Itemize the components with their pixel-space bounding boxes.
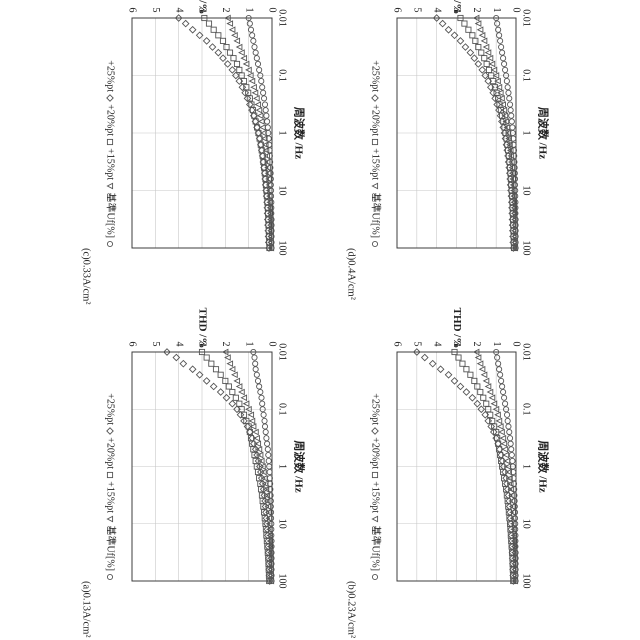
legend-marker <box>372 139 377 144</box>
y-tick-label: 6 <box>127 342 138 347</box>
y-tick-label: 5 <box>150 342 161 347</box>
legend-label: +20%pt <box>370 437 381 469</box>
y-axis-label: THD /% <box>451 308 463 349</box>
x-tick-label: 1 <box>277 464 288 469</box>
x-tick-label: 100 <box>521 241 532 256</box>
x-tick-label: 100 <box>521 574 532 589</box>
legend-label: +20%pt <box>105 437 116 469</box>
x-tick-label: 10 <box>521 519 532 529</box>
legend-label: +25%pt <box>370 60 381 92</box>
x-tick-label: 10 <box>277 519 288 529</box>
legend-marker <box>372 428 378 434</box>
legend-marker <box>107 428 113 434</box>
chart-panel-b: 01234560.010.1110100周波数 /HzTHD /%(b)0.23… <box>346 308 551 638</box>
y-axis-label: THD /% <box>196 0 208 14</box>
x-tick-label: 0.01 <box>277 9 288 27</box>
legend-label: +25%pt <box>105 393 116 425</box>
x-tick-label: 0.1 <box>521 69 532 82</box>
y-axis-label: THD /% <box>196 308 208 349</box>
x-tick-label: 100 <box>277 241 288 256</box>
legend-label: +15%pt <box>370 481 381 513</box>
y-tick-label: 1 <box>243 8 254 13</box>
chart-panel-c: 01234560.010.1110100周波数 /HzTHD /%(c)0.33… <box>81 0 307 305</box>
y-tick-label: 1 <box>243 342 254 347</box>
legend-label: +20%pt <box>370 104 381 136</box>
chart-panel-d: 01234560.010.1110100周波数 /HzTHD /%(d)0.4A… <box>346 0 551 300</box>
chart-panel-a: 01234560.010.1110100周波数 /HzTHD /%(a)0.13… <box>81 308 307 638</box>
legend-label: 基準Uf[%] <box>370 525 383 571</box>
panel-title: (a)0.13A/cm² <box>81 581 92 638</box>
legend-label: +15%pt <box>105 481 116 513</box>
x-tick-label: 10 <box>521 186 532 196</box>
x-axis-label: 周波数 /Hz <box>292 107 306 159</box>
x-tick-label: 100 <box>277 574 288 589</box>
y-tick-label: 0 <box>267 342 278 347</box>
legend-marker <box>107 241 112 246</box>
legend-label: +25%pt <box>370 393 381 425</box>
y-axis-label: THD /% <box>451 0 463 14</box>
legend: 基準Uf[%] +15%pt +20%pt +25%pt <box>105 393 118 579</box>
legend-marker <box>372 516 377 521</box>
legend-marker <box>372 241 377 246</box>
y-tick-label: 5 <box>150 8 161 13</box>
legend-marker <box>372 574 377 579</box>
x-tick-label: 1 <box>521 131 532 136</box>
legend-marker <box>107 139 112 144</box>
legend-marker <box>107 472 112 477</box>
legend-label: 基準Uf[%] <box>105 192 118 238</box>
y-tick-label: 2 <box>220 8 231 13</box>
y-tick-label: 5 <box>412 342 423 347</box>
legend-label: +15%pt <box>105 148 116 180</box>
y-tick-label: 4 <box>173 8 184 13</box>
legend-marker <box>372 183 377 188</box>
x-axis-label: 周波数 /Hz <box>536 107 550 159</box>
legend-label: +25%pt <box>105 60 116 92</box>
legend: 基準Uf[%] +15%pt +20%pt +25%pt <box>105 60 118 246</box>
legend: 基準Uf[%] +15%pt +20%pt +25%pt <box>370 60 383 246</box>
x-tick-label: 0.1 <box>521 403 532 416</box>
x-tick-label: 0.01 <box>521 9 532 27</box>
y-tick-label: 0 <box>511 342 522 347</box>
legend-label: +15%pt <box>370 148 381 180</box>
x-tick-label: 0.1 <box>277 403 288 416</box>
y-tick-label: 4 <box>431 8 442 13</box>
x-tick-label: 0.01 <box>521 343 532 361</box>
y-tick-label: 0 <box>511 8 522 13</box>
y-tick-label: 6 <box>392 8 403 13</box>
x-axis-label: 周波数 /Hz <box>536 440 550 492</box>
y-tick-label: 0 <box>267 8 278 13</box>
y-tick-label: 6 <box>127 8 138 13</box>
x-tick-label: 1 <box>521 464 532 469</box>
y-tick-label: 2 <box>471 8 482 13</box>
legend-marker <box>372 95 378 101</box>
legend-marker <box>107 183 112 188</box>
legend-label: 基準Uf[%] <box>370 192 383 238</box>
legend-marker <box>107 95 113 101</box>
y-tick-label: 2 <box>220 342 231 347</box>
y-tick-label: 1 <box>491 8 502 13</box>
x-tick-label: 1 <box>277 131 288 136</box>
x-tick-label: 0.01 <box>277 343 288 361</box>
y-tick-label: 1 <box>491 342 502 347</box>
y-tick-label: 2 <box>471 342 482 347</box>
x-tick-label: 10 <box>277 186 288 196</box>
panel-title: (b)0.23A/cm² <box>346 581 357 638</box>
legend-marker <box>107 516 112 521</box>
y-tick-label: 6 <box>392 342 403 347</box>
legend-label: 基準Uf[%] <box>105 525 118 571</box>
y-tick-label: 5 <box>412 8 423 13</box>
panel-title: (d)0.4A/cm² <box>346 248 357 300</box>
y-tick-label: 4 <box>173 342 184 347</box>
legend: 基準Uf[%] +15%pt +20%pt +25%pt <box>370 393 383 579</box>
y-tick-label: 4 <box>431 342 442 347</box>
legend-label: +20%pt <box>105 104 116 136</box>
legend-marker <box>372 472 377 477</box>
x-tick-label: 0.1 <box>277 69 288 82</box>
x-axis-label: 周波数 /Hz <box>292 440 306 492</box>
legend-marker <box>107 574 112 579</box>
panel-title: (c)0.33A/cm² <box>81 248 92 305</box>
